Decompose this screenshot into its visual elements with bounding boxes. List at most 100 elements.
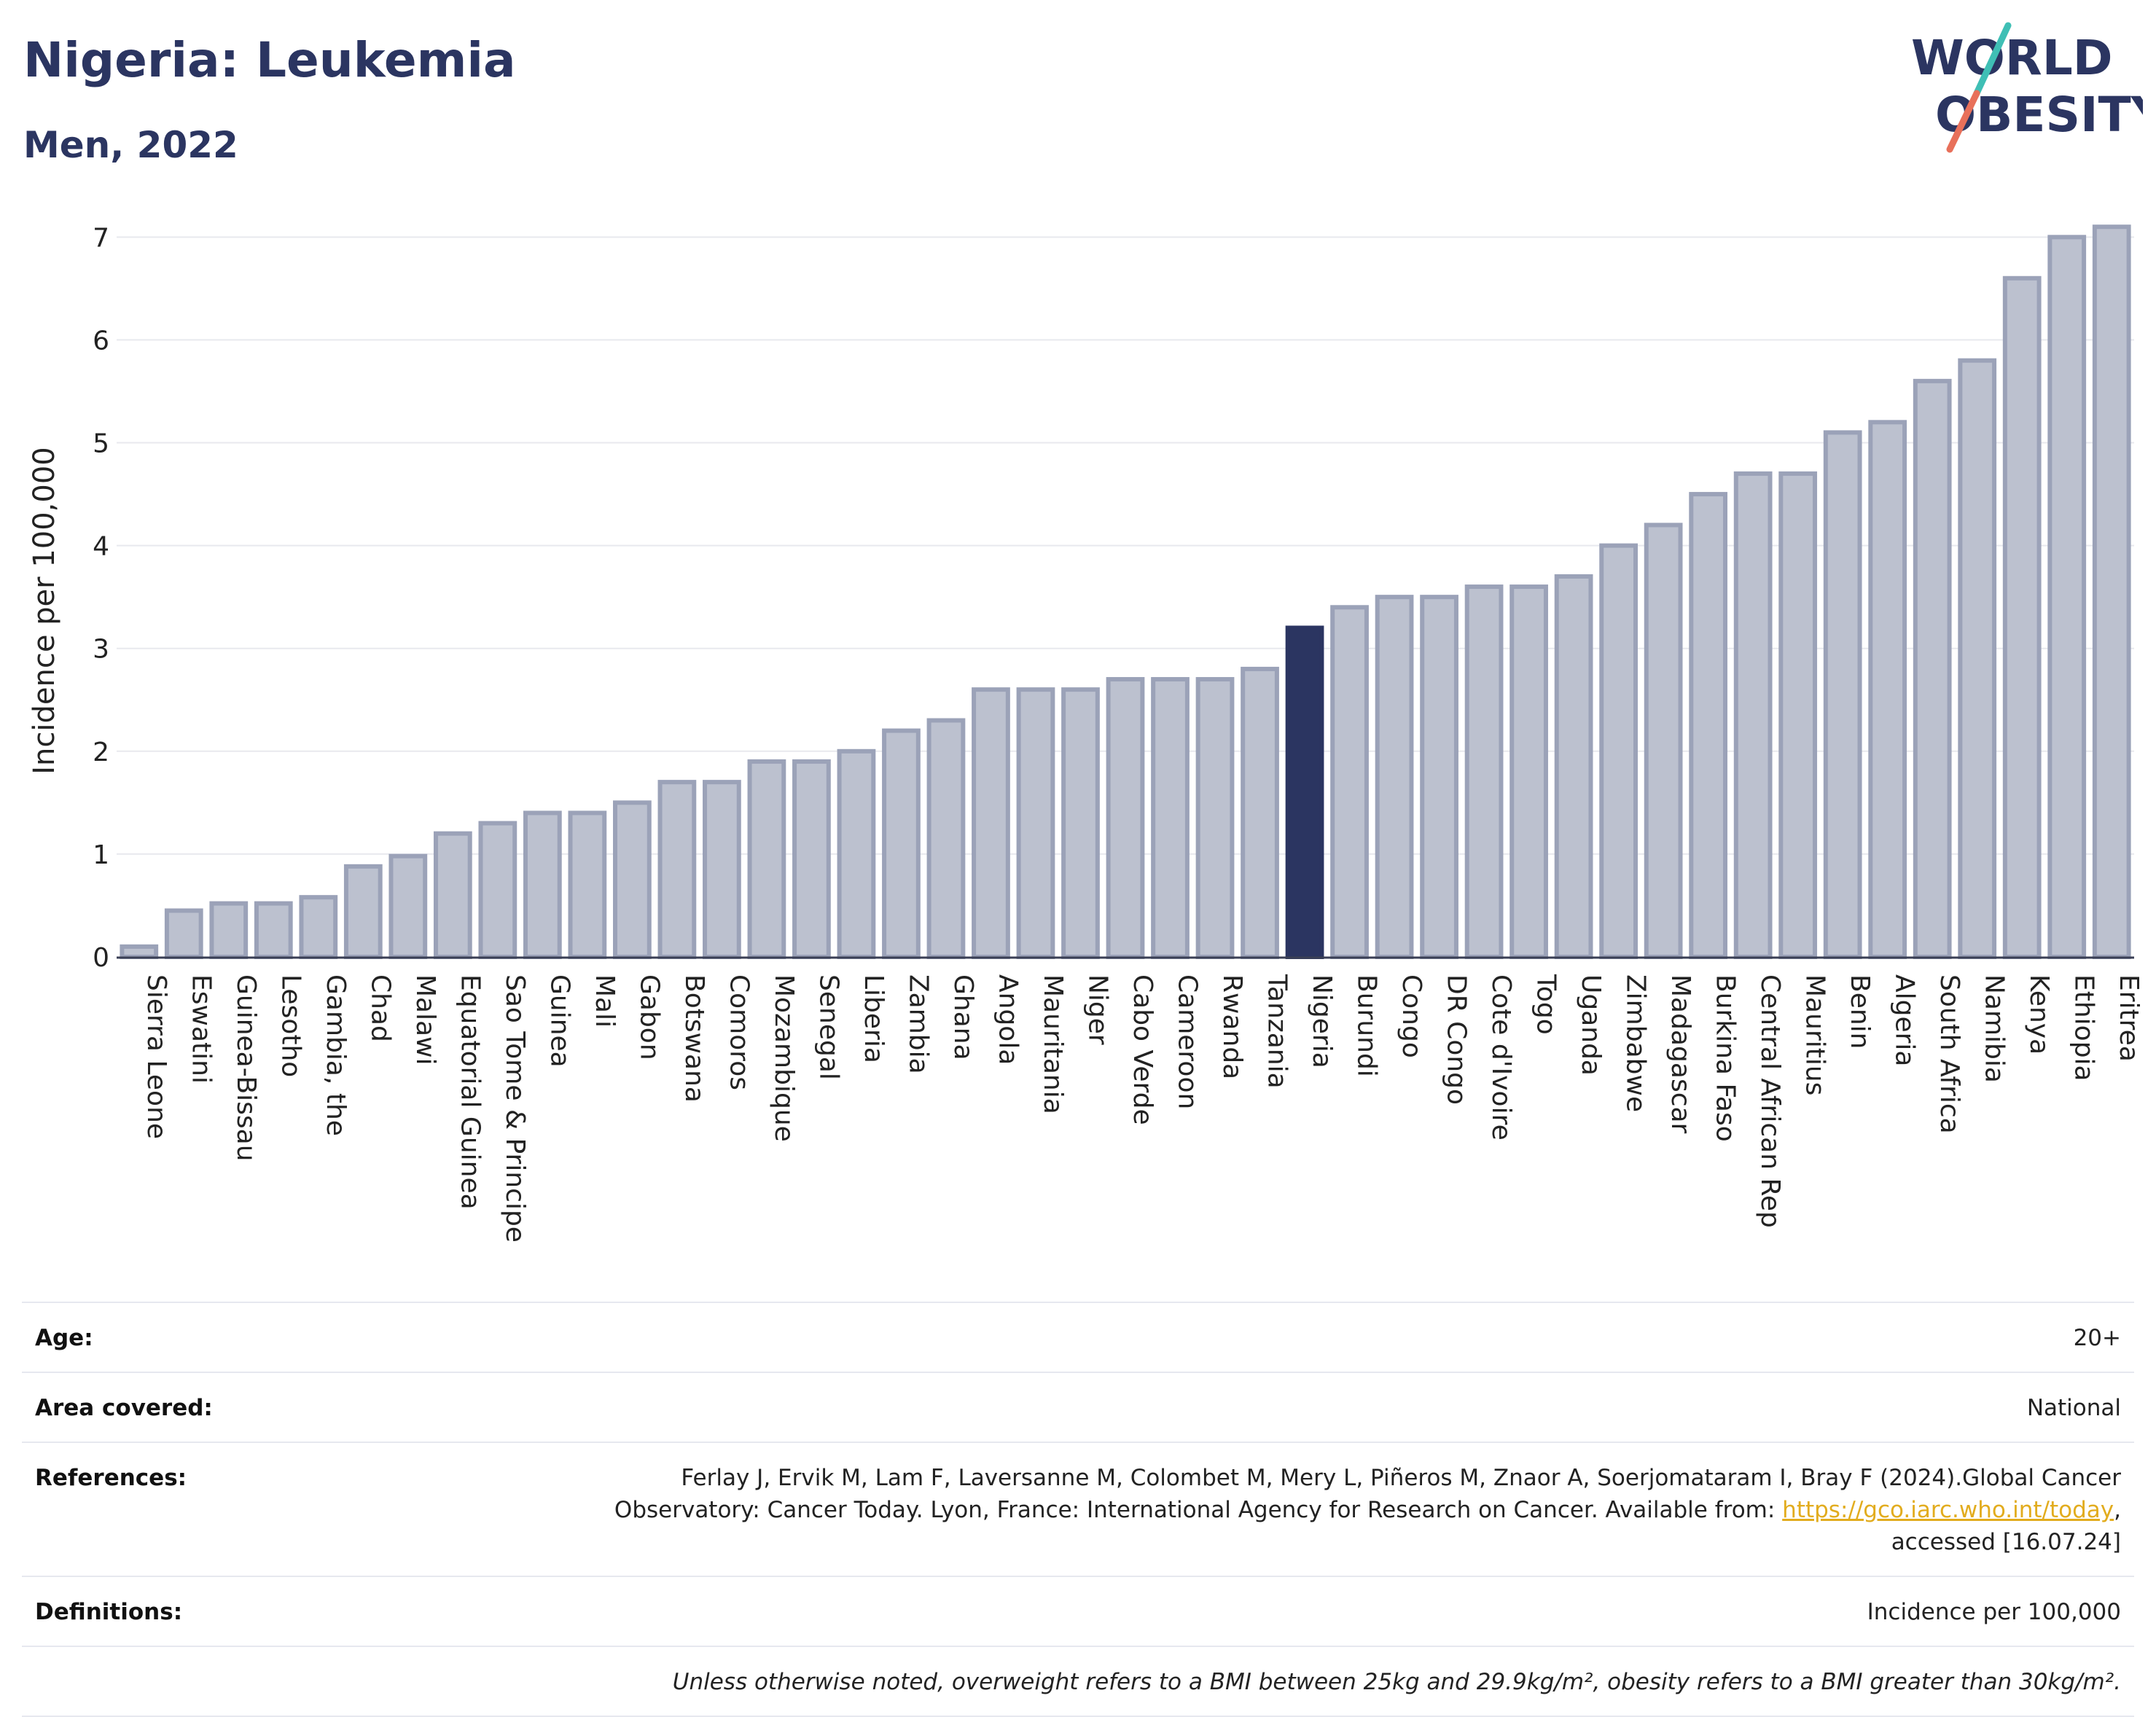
page-subtitle: Men, 2022 <box>23 124 238 166</box>
bar <box>657 780 697 959</box>
x-tick-label: Madagascar <box>1665 974 1695 1134</box>
references-value: Ferlay J, Ervik M, Lam F, Laversanne M, … <box>614 1462 2121 1558</box>
references-text-3: , <box>2114 1497 2121 1523</box>
bar <box>2002 275 2042 959</box>
x-tick-label: Algeria <box>1890 974 1920 1067</box>
bar <box>703 780 741 959</box>
bar <box>613 800 652 960</box>
x-tick-label: Kenya <box>2024 974 2054 1055</box>
x-tick-label: Nigeria <box>1307 974 1337 1068</box>
x-tick-label: Burundi <box>1352 974 1382 1077</box>
age-label: Age: <box>35 1325 93 1351</box>
x-tick-label: Mauritius <box>1800 974 1830 1095</box>
age-value: 20+ <box>2073 1325 2121 1351</box>
x-tick-label: Guinea <box>544 974 574 1068</box>
references-text-4: accessed [16.07.24] <box>1891 1529 2121 1555</box>
info-row-definitions: Definitions: Incidence per 100,000 <box>22 1576 2134 1646</box>
bar <box>1509 584 1548 959</box>
bar <box>254 901 293 959</box>
x-tick-label: Uganda <box>1576 974 1606 1076</box>
bar <box>1241 666 1279 959</box>
references-label: References: <box>35 1465 187 1491</box>
bar <box>1195 677 1235 959</box>
bar <box>478 821 517 959</box>
x-tick-label: Central African Rep <box>1755 974 1785 1228</box>
x-tick-label: Sao Tome & Principe <box>500 974 530 1243</box>
x-tick-label: Mozambique <box>769 974 799 1142</box>
bar <box>1151 677 1190 959</box>
bar <box>343 864 383 959</box>
x-tick-label: Zimbabwe <box>1621 974 1651 1112</box>
x-tick-label: Burkina Faso <box>1711 974 1741 1142</box>
bar <box>1464 584 1504 959</box>
x-tick-label: Niger <box>1082 974 1112 1045</box>
x-tick-label: Eswatini <box>186 974 216 1084</box>
x-tick-label: Namibia <box>1980 974 2009 1083</box>
x-tick-label: Sierra Leone <box>141 974 171 1139</box>
references-text-2: Observatory: Cancer Today. Lyon, France:… <box>614 1497 1783 1523</box>
x-tick-label: Gambia, the <box>321 974 351 1136</box>
bar <box>299 895 338 960</box>
bar-chart: 0 1 2 3 4 5 6 7 Sierra Leone Eswatini Guinea-Biss… <box>28 223 2144 1243</box>
x-tick-label: DR Congo <box>1442 974 1472 1105</box>
y-tick-label: 7 <box>93 223 109 253</box>
y-axis-label: Incidence per 100,000 <box>28 447 61 775</box>
area-label: Area covered: <box>35 1395 213 1421</box>
logo-slash-coral <box>1946 90 1980 153</box>
x-tick-label: Liberia <box>859 974 888 1063</box>
bar <box>1554 574 1593 959</box>
x-tick-label: Cameroon <box>1173 974 1203 1109</box>
info-row-age: Age: 20+ <box>22 1302 2134 1372</box>
x-tick-label: Togo <box>1531 974 1561 1035</box>
info-row-note: Unless otherwise noted, overweight refer… <box>22 1646 2134 1717</box>
x-tick-label: South Africa <box>1934 974 1964 1134</box>
info-table: Age: 20+ Area covered: National Referenc… <box>22 1302 2134 1717</box>
bar <box>882 728 921 959</box>
bar <box>1330 605 1369 959</box>
bar <box>433 831 472 959</box>
info-row-references: References: Ferlay J, Ervik M, Lam F, La… <box>22 1442 2134 1576</box>
y-tick-label: 6 <box>93 326 109 356</box>
page-title: Nigeria: Leukemia <box>23 32 516 88</box>
y-axis-ticks: 0 1 2 3 4 5 6 7 <box>93 223 109 973</box>
bar <box>1823 430 1862 959</box>
bar <box>1016 687 1055 959</box>
bar <box>747 759 786 960</box>
x-tick-label: Malawi <box>410 974 440 1065</box>
x-tick-label: Congo <box>1397 974 1426 1058</box>
bar <box>209 901 249 959</box>
references-link[interactable]: https://gco.iarc.who.int/today <box>1782 1497 2114 1523</box>
y-tick-label: 0 <box>93 943 109 973</box>
definitions-value: Incidence per 100,000 <box>1867 1599 2121 1625</box>
bar <box>926 718 966 959</box>
y-tick-label: 5 <box>93 429 109 459</box>
bar <box>120 944 159 959</box>
bar <box>1599 543 1638 959</box>
logo-line1: WORLD <box>1911 30 2113 86</box>
bars <box>120 224 2131 960</box>
y-tick-label: 2 <box>93 738 109 767</box>
bar <box>1689 492 1728 959</box>
bar <box>523 810 562 959</box>
logo-slash-teal <box>1973 22 2012 97</box>
bar <box>1375 595 1414 959</box>
x-tick-label: Cote d'Ivoire <box>1486 974 1516 1141</box>
y-tick-label: 4 <box>93 532 109 562</box>
x-tick-label: Senegal <box>813 974 843 1080</box>
x-tick-label: Comoros <box>724 974 754 1090</box>
x-tick-label: Benin <box>1845 974 1875 1049</box>
x-tick-label: Tanzania <box>1262 974 1292 1089</box>
x-tick-label: Mauritania <box>1038 974 1068 1114</box>
x-tick-label: Ethiopia <box>2069 974 2099 1082</box>
bar-highlight <box>1285 625 1324 959</box>
bar <box>1733 471 1773 959</box>
bar <box>792 759 831 960</box>
references-text-1: Ferlay J, Ervik M, Lam F, Laversanne M, … <box>681 1465 2121 1491</box>
bmi-note: Unless otherwise noted, overweight refer… <box>672 1669 2121 1695</box>
x-tick-label: Equatorial Guinea <box>455 974 485 1210</box>
bar <box>1420 595 1458 959</box>
x-tick-label: Zambia <box>903 974 933 1074</box>
bar <box>1958 358 1997 959</box>
x-tick-label: Eritrea <box>2114 974 2144 1062</box>
x-tick-label: Ghana <box>948 974 978 1060</box>
